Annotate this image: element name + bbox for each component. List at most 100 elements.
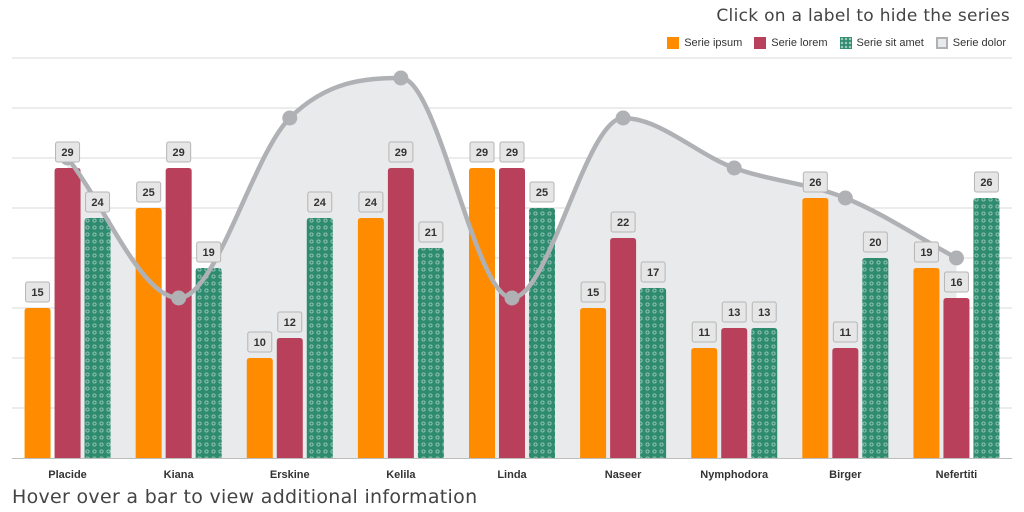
serie-dolor-point[interactable] [726, 160, 742, 176]
data-label-box [388, 141, 414, 163]
legend-swatch-serie-lorem [754, 37, 767, 49]
bar-serie-ipsum[interactable] [469, 168, 495, 458]
data-label-serie-lorem: 29 [173, 147, 185, 159]
data-label-serie-ipsum: 15 [31, 287, 43, 299]
legend-label-serie-dolor: Serie dolor [952, 37, 1006, 49]
x-tick-label: Linda [497, 469, 527, 481]
bar-serie-sit-amet[interactable] [306, 218, 333, 458]
data-label-serie-ipsum: 26 [809, 177, 821, 189]
legend-label-serie-lorem: Serie lorem [771, 37, 828, 49]
data-label-serie-lorem: 29 [506, 147, 518, 159]
legend-swatch-serie-dolor [935, 37, 948, 49]
serie-dolor-point[interactable] [948, 250, 964, 266]
bar-serie-lorem[interactable] [943, 298, 970, 458]
bar-serie-sit-amet[interactable] [973, 198, 1000, 458]
x-tick-label: Placide [48, 469, 87, 481]
serie-dolor-point[interactable] [393, 70, 409, 86]
data-label-box [832, 321, 858, 343]
data-label-box [529, 181, 555, 203]
bar-serie-ipsum[interactable] [246, 358, 273, 458]
bar-serie-lorem[interactable] [165, 168, 192, 458]
legend-label-serie-ipsum: Serie ipsum [684, 37, 743, 49]
data-label-serie-ipsum: 10 [254, 337, 266, 349]
serie-dolor-point[interactable] [282, 110, 298, 126]
data-label-box [973, 171, 999, 193]
data-label-serie-lorem: 12 [284, 317, 296, 329]
data-label-box [580, 281, 606, 303]
legend-swatch-serie-ipsum [667, 37, 680, 49]
data-label-serie-lorem: 11 [840, 327, 852, 339]
data-label-serie-sit-amet: 13 [758, 307, 770, 319]
legend-label-serie-sit-amet: Serie sit amet [856, 37, 924, 49]
data-label-box [85, 191, 111, 213]
data-label-box [196, 241, 222, 263]
bar-serie-ipsum[interactable] [691, 348, 718, 458]
data-label-serie-lorem: 22 [617, 217, 629, 229]
serie-dolor-line-path [65, 75, 959, 301]
data-label-serie-sit-amet: 25 [536, 187, 548, 199]
x-tick-label: Erskine [270, 469, 310, 481]
bar-serie-sit-amet[interactable] [640, 288, 667, 458]
data-label-box [751, 301, 777, 323]
bar-serie-sit-amet[interactable] [417, 248, 444, 458]
data-label-box [610, 211, 636, 233]
serie-dolor-point[interactable] [837, 190, 853, 206]
data-label-box [721, 301, 747, 323]
bar-serie-lorem[interactable] [54, 168, 81, 458]
data-label-box [307, 191, 333, 213]
legend-item-serie-ipsum[interactable]: Serie ipsum [667, 37, 742, 49]
data-label-serie-ipsum: 29 [476, 147, 488, 159]
serie-dolor-point[interactable] [504, 290, 520, 306]
bar-serie-sit-amet[interactable] [862, 258, 889, 458]
data-label-serie-sit-amet: 20 [869, 237, 881, 249]
data-label-box [358, 191, 384, 213]
x-tick-label: Kiana [164, 469, 195, 481]
x-tick-label: Naseer [605, 469, 642, 481]
legend-item-serie-sit-amet[interactable]: Serie sit amet [839, 37, 924, 49]
legend-swatch-serie-sit-amet [839, 37, 852, 49]
hover-hint: Hover over a bar to view additional info… [12, 486, 478, 508]
data-label-box [418, 221, 444, 243]
bar-serie-sit-amet[interactable] [195, 268, 222, 458]
x-tick-label: Nefertiti [936, 469, 978, 481]
bar-serie-ipsum[interactable] [24, 308, 51, 458]
bar-serie-ipsum[interactable] [135, 208, 162, 458]
bar-serie-lorem[interactable] [721, 328, 748, 458]
x-tick-label: Kelila [386, 469, 416, 481]
data-label-serie-sit-amet: 21 [425, 227, 437, 239]
x-tick-label: Birger [829, 469, 862, 481]
legend-item-serie-lorem[interactable]: Serie lorem [754, 37, 828, 49]
bar-serie-ipsum[interactable] [802, 198, 829, 458]
data-label-box [136, 181, 162, 203]
bar-serie-lorem[interactable] [610, 238, 637, 458]
bar-serie-sit-amet[interactable] [84, 218, 111, 458]
data-label-serie-sit-amet: 26 [980, 177, 992, 189]
serie-dolor-point[interactable] [615, 110, 631, 126]
data-label-serie-ipsum: 15 [587, 287, 599, 299]
data-label-box [247, 331, 273, 353]
bar-serie-lorem[interactable] [832, 348, 859, 458]
bar-serie-ipsum[interactable] [913, 268, 940, 458]
hide-series-hint: Click on a label to hide the series [716, 6, 1010, 26]
serie-dolor-point[interactable] [171, 290, 187, 306]
bars [24, 168, 1000, 458]
data-label-serie-lorem: 29 [395, 147, 407, 159]
data-labels: 15 25 10 24 29 15 11 26 19 29 29 12 29 29 22 13 11 16 24 19… [25, 141, 999, 353]
data-label-serie-ipsum: 19 [920, 247, 932, 259]
data-label-serie-lorem: 29 [61, 147, 73, 159]
legend: Serie ipsum Serie lorem Serie sit amet S… [667, 37, 1006, 49]
data-label-serie-lorem: 16 [950, 277, 962, 289]
bar-serie-sit-amet[interactable] [529, 208, 555, 458]
bar-serie-sit-amet[interactable] [751, 328, 778, 458]
bar-serie-ipsum[interactable] [580, 308, 607, 458]
bar-serie-lorem[interactable] [276, 338, 303, 458]
data-label-serie-sit-amet: 17 [647, 267, 659, 279]
bar-serie-lorem[interactable] [499, 168, 525, 458]
bar-serie-lorem[interactable] [387, 168, 414, 458]
data-label-serie-sit-amet: 19 [203, 247, 215, 259]
data-label-serie-ipsum: 24 [365, 197, 378, 209]
legend-item-serie-dolor[interactable]: Serie dolor [935, 37, 1006, 49]
bar-serie-ipsum[interactable] [357, 218, 384, 458]
data-label-serie-sit-amet: 24 [91, 197, 104, 209]
data-label-box [802, 171, 828, 193]
